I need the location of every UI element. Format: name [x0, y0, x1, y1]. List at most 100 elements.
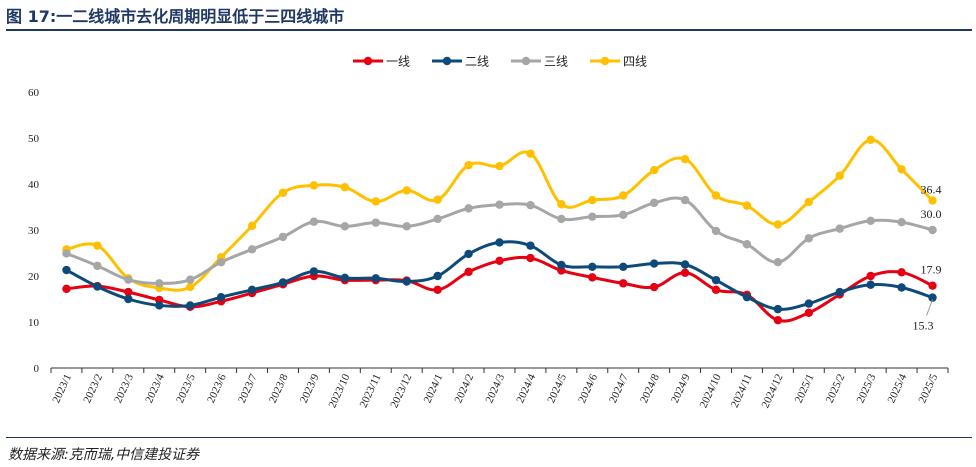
data-point-tier3-2024-12 — [773, 258, 783, 267]
data-point-tier3-2024-11 — [742, 240, 752, 249]
x-tick-label-2024-7: 2024/7 — [607, 372, 631, 405]
data-point-tier2-2024-6 — [588, 262, 597, 271]
data-point-tier1-2023-3 — [124, 287, 133, 297]
data-point-tier2-2023-5 — [185, 301, 195, 310]
data-point-tier1-2024-10 — [711, 285, 721, 294]
data-point-tier3-2025-5 — [928, 225, 937, 235]
data-point-tier3-2023-11 — [371, 218, 380, 227]
x-tick-label-2023-7: 2023/7 — [236, 372, 260, 405]
y-axis: 0 10 20 30 40 50 60 — [28, 87, 40, 375]
series-tier3 — [62, 195, 937, 288]
annotation-layer: 36.4 30.0 17.9 15.3 — [913, 183, 942, 333]
annotation-leader-tier2 — [926, 299, 934, 316]
data-point-tier2-2023-12 — [402, 277, 411, 286]
data-point-tier4-2024-2 — [464, 160, 473, 170]
data-point-tier3-2024-2 — [464, 204, 473, 213]
legend-label-tier1: 一线 — [386, 55, 410, 69]
series-line-tier1 — [66, 255, 934, 323]
data-point-tier1-2025-4 — [897, 268, 906, 277]
data-point-tier1-2025-3 — [866, 271, 875, 281]
data-point-tier4-2024-1 — [433, 195, 442, 204]
data-point-tier2-2023-11 — [371, 274, 380, 283]
x-tick-label-2023-9: 2023/9 — [298, 372, 322, 405]
data-point-tier2-2024-9 — [680, 260, 690, 269]
data-point-tier1-2024-8 — [649, 282, 659, 292]
legend-swatch-marker — [442, 56, 452, 66]
data-point-tier2-2024-4 — [526, 241, 535, 250]
data-point-tier1-2023-1 — [62, 284, 71, 294]
footer-divider — [6, 437, 972, 438]
x-tick-label-2024-3: 2024/3 — [483, 372, 507, 405]
data-point-tier4-2023-7 — [247, 221, 257, 231]
data-point-tier3-2023-4 — [155, 279, 164, 288]
data-point-tier3-2024-5 — [557, 214, 566, 224]
data-point-tier4-2025-5 — [928, 196, 937, 205]
x-tick-label-2023-12: 2023/12 — [388, 372, 414, 410]
data-point-tier3-2025-3 — [866, 216, 875, 225]
data-point-tier3-2024-3 — [495, 200, 504, 209]
x-tick-label-2023-5: 2023/5 — [174, 372, 198, 405]
annotation-tier2: 15.3 — [913, 319, 934, 333]
data-point-tier1-2024-6 — [588, 273, 597, 282]
x-tick-label-2024-6: 2024/6 — [576, 372, 600, 405]
data-point-tier4-2025-3 — [866, 135, 875, 145]
data-point-tier2-2023-10 — [340, 273, 350, 283]
x-tick-label-2025-3: 2025/3 — [855, 372, 879, 405]
legend-item-tier3: 三线 — [511, 55, 568, 69]
data-point-tier1-2024-9 — [680, 268, 690, 277]
data-point-tier3-2023-12 — [402, 222, 411, 231]
data-point-tier2-2025-1 — [804, 299, 814, 308]
data-point-tier1-2024-7 — [619, 279, 628, 288]
data-point-tier3-2024-9 — [680, 195, 690, 205]
x-tick-label-2025-1: 2025/1 — [793, 372, 817, 405]
legend-label-tier4: 四线 — [623, 55, 647, 69]
series-tier2 — [62, 238, 937, 314]
data-point-tier2-2023-1 — [62, 265, 71, 275]
data-point-tier3-2024-4 — [526, 200, 535, 210]
data-point-tier3-2023-3 — [124, 275, 133, 284]
data-point-tier3-2023-8 — [278, 232, 288, 242]
data-point-tier1-2024-1 — [433, 285, 442, 294]
data-point-tier3-2023-6 — [216, 258, 226, 267]
data-point-tier3-2023-1 — [62, 249, 71, 258]
data-point-tier2-2024-1 — [433, 271, 442, 281]
data-point-tier2-2023-2 — [93, 282, 102, 291]
data-point-tier2-2023-3 — [124, 294, 133, 304]
data-point-tier4-2024-12 — [773, 220, 783, 229]
data-point-tier4-2024-10 — [711, 191, 721, 200]
y-tick-label-30: 30 — [28, 225, 40, 237]
data-point-tier2-2025-4 — [897, 283, 906, 292]
x-tick-label-2025-5: 2025/5 — [916, 372, 940, 405]
data-point-tier1-2024-2 — [464, 267, 473, 277]
data-point-tier4-2025-1 — [804, 197, 814, 207]
x-tick-label-2023-1: 2023/1 — [50, 372, 74, 405]
data-point-tier2-2024-10 — [711, 275, 721, 285]
data-point-tier2-2025-3 — [866, 280, 875, 289]
x-tick-label-2023-2: 2023/2 — [81, 372, 105, 405]
data-point-tier1-2024-12 — [773, 315, 783, 325]
x-tick-label-2024-9: 2024/9 — [669, 372, 693, 405]
data-point-tier2-2023-6 — [216, 292, 226, 302]
data-point-tier1-2025-1 — [804, 308, 814, 317]
legend-item-tier1: 一线 — [353, 55, 410, 69]
data-point-tier2-2024-8 — [649, 259, 659, 268]
data-point-tier4-2023-9 — [309, 181, 319, 190]
title-divider — [6, 29, 972, 31]
y-tick-label-60: 60 — [28, 87, 40, 99]
x-tick-label-2024-12: 2024/12 — [759, 372, 785, 410]
y-tick-label-50: 50 — [28, 133, 40, 145]
legend-item-tier2: 二线 — [432, 55, 489, 69]
data-point-tier3-2023-7 — [247, 245, 257, 254]
data-point-tier2-2024-7 — [619, 262, 628, 271]
data-point-tier2-2023-9 — [309, 267, 319, 276]
data-point-tier2-2023-8 — [278, 278, 288, 287]
data-point-tier2-2025-5 — [928, 293, 937, 302]
x-tick-label-2023-11: 2023/11 — [358, 372, 384, 409]
data-point-tier3-2023-2 — [93, 261, 102, 271]
x-tick-label-2024-8: 2024/8 — [638, 372, 662, 405]
x-tick-label-2024-2: 2024/2 — [452, 372, 476, 405]
data-point-tier4-2023-8 — [278, 188, 288, 197]
data-point-tier3-2025-1 — [804, 234, 814, 243]
data-point-tier4-2024-5 — [557, 200, 566, 209]
